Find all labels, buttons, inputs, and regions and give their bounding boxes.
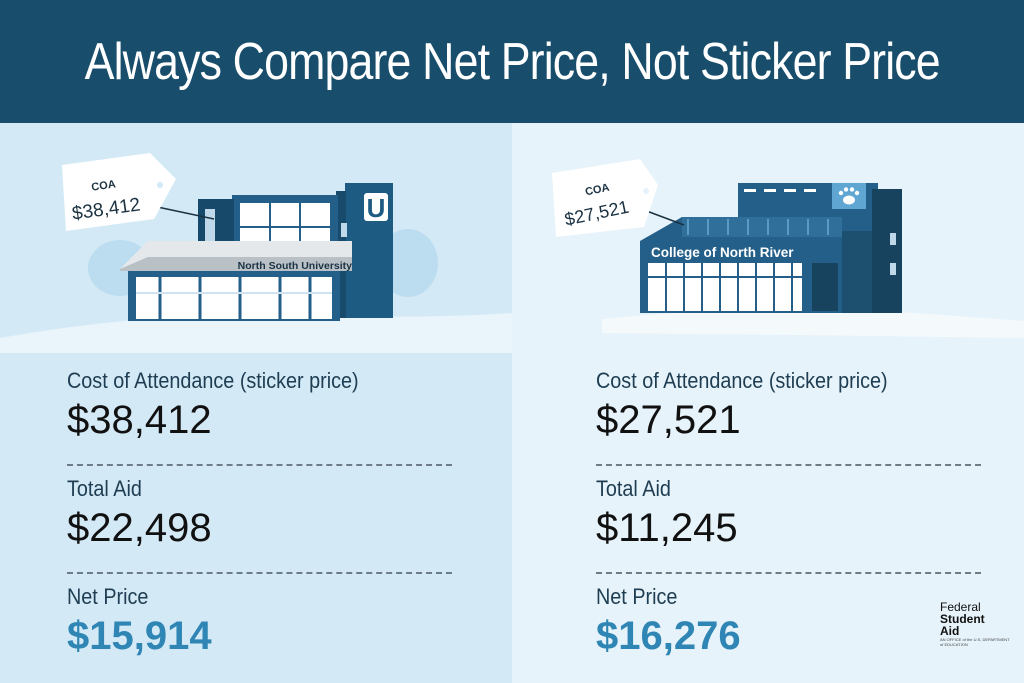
cost-of-attendance-label: Cost of Attendance (sticker price) (596, 368, 888, 393)
logo-line-federal: Federal (940, 600, 981, 614)
price-breakdown-right: Cost of Attendance (sticker price) $27,5… (596, 368, 981, 670)
price-tag-label: COA (91, 178, 117, 193)
cost-of-attendance-row: Cost of Attendance (sticker price) $38,4… (67, 368, 452, 454)
net-price-label: Net Price (67, 584, 149, 609)
logo-line-department: AN OFFICE of the U.S. DEPARTMENT of EDUC… (940, 637, 1010, 647)
total-aid-value: $22,498 (67, 506, 212, 550)
total-aid-label: Total Aid (596, 476, 671, 501)
total-aid-value: $11,245 (596, 506, 738, 550)
cost-of-attendance-label: Cost of Attendance (sticker price) (67, 368, 359, 393)
net-price-value: $16,276 (596, 614, 741, 658)
cost-of-attendance-value: $27,521 (596, 398, 741, 442)
page-title: Always Compare Net Price, Not Sticker Pr… (84, 32, 940, 91)
logo-line-aid: Aid (940, 624, 960, 638)
price-breakdown-left: Cost of Attendance (sticker price) $38,4… (67, 368, 452, 670)
total-aid-row: Total Aid $22,498 (67, 476, 452, 562)
divider (596, 572, 981, 574)
building-sign-name: North South University (238, 260, 353, 272)
building-sign-name: College of North River (651, 245, 794, 260)
college-building-illustration: College of North River COA $27,521 (552, 159, 1024, 338)
header-banner: Always Compare Net Price, Not Sticker Pr… (0, 0, 1024, 123)
federal-student-aid-logo: Federal Student Aid AN OFFICE of the U.S… (940, 601, 1010, 647)
divider (596, 464, 981, 466)
paw-icon (838, 187, 860, 205)
price-tag-label: COA (584, 182, 610, 199)
school-panel-right: College of North River COA $27,521 Cost … (512, 123, 1024, 683)
cost-of-attendance-value: $38,412 (67, 398, 212, 442)
logo-line-student: Student (940, 612, 985, 626)
net-price-label: Net Price (596, 584, 678, 609)
university-building-illustration: U North South University COA $38,412 (0, 153, 512, 353)
total-aid-row: Total Aid $11,245 (596, 476, 981, 562)
net-price-row: Net Price $15,914 (67, 584, 452, 670)
net-price-value: $15,914 (67, 614, 212, 658)
total-aid-label: Total Aid (67, 476, 142, 501)
net-price-row: Net Price $16,276 (596, 584, 981, 670)
university-sign-letter: U (367, 193, 386, 223)
cost-of-attendance-row: Cost of Attendance (sticker price) $27,5… (596, 368, 981, 454)
divider (67, 464, 452, 466)
school-panel-left: U North South University COA $38,412 Cos (0, 123, 512, 683)
divider (67, 572, 452, 574)
